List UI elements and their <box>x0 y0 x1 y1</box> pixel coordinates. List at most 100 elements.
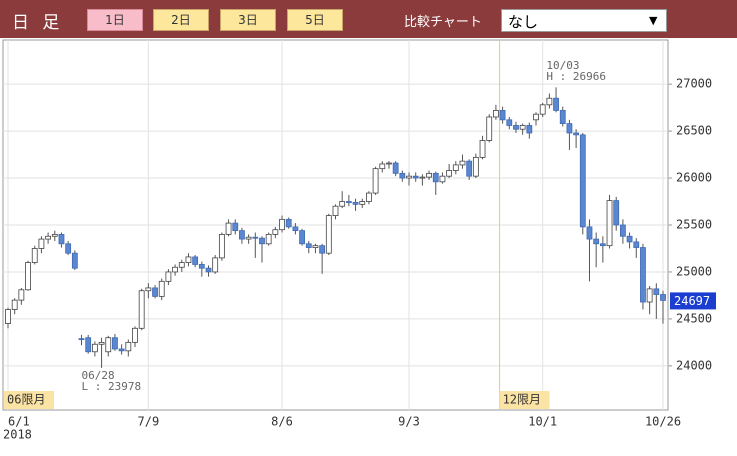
candle-body <box>279 218 285 231</box>
period-button[interactable]: 5日 <box>287 9 343 31</box>
candle-body <box>660 294 666 301</box>
period-button[interactable]: 2日 <box>153 9 209 31</box>
candle-body <box>459 160 466 166</box>
candle-body <box>533 113 539 121</box>
candle-body <box>466 160 473 177</box>
candle-body <box>493 110 499 118</box>
candle-body <box>646 288 653 303</box>
candle-body <box>45 235 52 240</box>
annotation-date: 06/28 <box>82 369 115 382</box>
candle-body <box>198 264 205 269</box>
annotation-date: 10/03 <box>546 59 579 72</box>
candle-body <box>446 170 453 177</box>
candle-body <box>519 125 526 130</box>
candle-body <box>626 235 633 243</box>
candle-body <box>152 287 158 297</box>
candle-body <box>653 288 660 295</box>
candle-body <box>5 309 11 325</box>
candle-body <box>412 175 419 179</box>
select-arrow: ▼ <box>649 14 658 27</box>
candle-body <box>239 230 245 240</box>
candle-body <box>98 341 105 345</box>
candle-body <box>65 243 72 254</box>
candle-body <box>419 176 426 179</box>
candle-body <box>78 338 85 341</box>
candle-body <box>619 224 626 237</box>
candle-body <box>225 222 232 235</box>
candle-body <box>640 247 646 303</box>
contract-label: 06限月 <box>7 393 45 407</box>
candle-body <box>359 201 366 205</box>
annotation-text: L : 23978 <box>82 380 142 393</box>
candle-body <box>165 271 172 282</box>
candle-body <box>399 172 406 179</box>
candle-body <box>185 256 192 263</box>
candle-body <box>245 236 252 240</box>
x-tick-label: 10/1 <box>528 415 557 429</box>
candle-body <box>158 280 165 297</box>
candle-body <box>573 132 580 136</box>
candle-body <box>386 162 392 165</box>
candle-body <box>586 226 593 240</box>
last-price-box <box>670 292 716 310</box>
candle-body <box>472 156 479 177</box>
candle-body <box>305 243 312 248</box>
year-label: 2018 <box>3 428 32 442</box>
candle-body <box>172 266 178 273</box>
contract-label: 12限月 <box>503 393 541 407</box>
candle-body <box>499 110 506 121</box>
candle-body <box>192 256 199 265</box>
candle-body <box>132 327 138 343</box>
candle-body <box>285 218 292 228</box>
candle-body <box>259 237 265 245</box>
candle-body <box>539 104 546 115</box>
candle-body <box>606 200 613 247</box>
candle-body <box>25 262 31 291</box>
title: 日 足 <box>12 13 64 33</box>
candle-body <box>546 97 553 106</box>
candle-body <box>178 262 185 268</box>
candle-body <box>392 162 399 174</box>
candle-body <box>205 267 212 273</box>
candle-body <box>553 97 559 111</box>
candle-body <box>325 215 332 254</box>
y-tick-label: 24000 <box>676 358 712 372</box>
period-button[interactable]: 3日 <box>220 9 276 31</box>
candle-body <box>312 245 319 248</box>
candle-body <box>379 163 386 170</box>
candle-body <box>218 233 225 259</box>
candle-body <box>31 248 38 263</box>
candle-body <box>506 119 513 126</box>
y-tick-label: 26000 <box>676 171 712 185</box>
y-tick-label: 24500 <box>676 311 712 325</box>
period-button[interactable]: 1日 <box>87 9 143 31</box>
candle-body <box>432 172 439 183</box>
candle-body <box>319 245 326 254</box>
candle-body <box>566 123 573 134</box>
candle-body <box>479 140 486 158</box>
compare-select[interactable]: なし ▼ <box>501 9 667 32</box>
candle-body <box>272 229 279 235</box>
candle-body <box>599 243 606 247</box>
candle-body <box>526 125 533 134</box>
candle-body <box>112 337 118 350</box>
candle-body <box>38 238 45 249</box>
candle-body <box>265 233 272 245</box>
candle-body <box>58 233 65 245</box>
candle-body <box>71 252 78 269</box>
candle-body <box>232 222 239 232</box>
candle-body <box>299 230 305 245</box>
candle-body <box>513 125 519 130</box>
compare-label: 比較チャート <box>404 15 482 30</box>
candle-body <box>426 172 432 178</box>
candle-body <box>145 287 152 292</box>
annotation-text: H : 26966 <box>546 70 606 83</box>
candle-body <box>252 236 259 239</box>
candle-body <box>633 241 640 248</box>
chart: 24000 24500 25000 25500 26000 26500 27000 6/1 7/… <box>2 39 716 442</box>
candle-body <box>18 289 25 301</box>
candle-body <box>452 164 459 171</box>
candle-body <box>91 343 98 353</box>
candle-body <box>85 337 92 353</box>
